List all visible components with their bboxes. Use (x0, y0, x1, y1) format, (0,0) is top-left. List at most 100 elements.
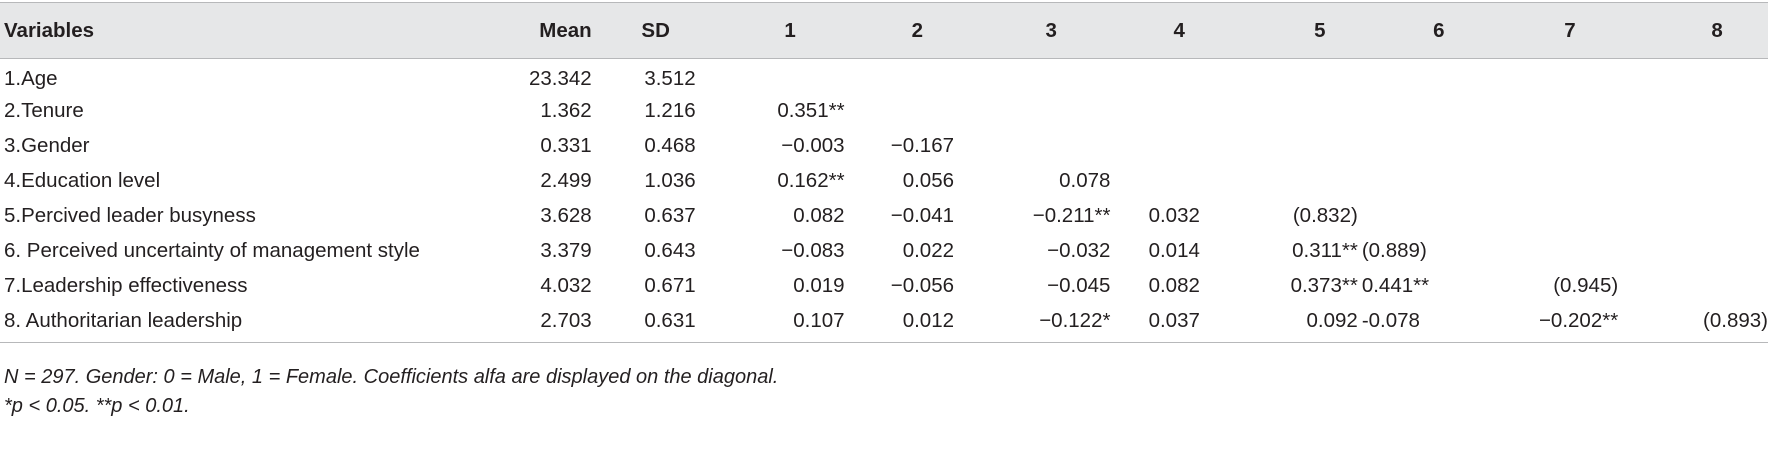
header-mean: Mean (494, 2, 616, 59)
correlation-table: Variables Mean SD 1 2 3 4 5 6 7 8 1.Age 2… (0, 2, 1768, 343)
cell-c8 (1638, 164, 1768, 199)
header-col-7: 7 (1489, 2, 1639, 59)
table-row: 4.Education level 2.499 1.036 0.162** 0.056 0… (0, 164, 1768, 199)
cell-c8 (1638, 129, 1768, 164)
cell-c4 (1110, 59, 1247, 94)
cell-sd: 0.468 (644, 134, 696, 157)
header-col-6: 6 (1357, 2, 1490, 59)
cell-c4: 0.032 (1148, 204, 1200, 227)
cell-mean: 3.628 (540, 204, 592, 227)
cell-c2: 0.056 (902, 169, 955, 192)
table-row: 3.Gender 0.331 0.468 −0.003 −0.167 (0, 129, 1768, 164)
cell-c2 (847, 94, 984, 129)
table-row: 5.Percived leader busyness 3.628 0.637 0.08… (0, 199, 1768, 234)
header-col-2: 2 (846, 2, 985, 59)
cell-c3 (984, 94, 1110, 129)
header-col-3: 3 (984, 2, 1111, 59)
cell-c5: 0.373** (1290, 274, 1358, 297)
cell-c4: 0.014 (1148, 239, 1200, 262)
cell-c3: −0.045 (1047, 274, 1111, 297)
cell-c1: 0.082 (793, 204, 845, 227)
cell-c1: 0.019 (793, 274, 845, 297)
header-col-8: 8 (1638, 2, 1768, 59)
cell-c1 (726, 59, 847, 94)
cell-variable: 3.Gender (4, 134, 90, 157)
cell-c7 (1490, 59, 1638, 94)
cell-c3: −0.211** (1032, 204, 1111, 227)
cell-c4 (1110, 129, 1247, 164)
cell-c4: 0.082 (1148, 274, 1200, 297)
cell-sd: 0.631 (615, 303, 726, 343)
cell-c6 (1358, 94, 1490, 129)
cell-mean: 1.362 (540, 99, 592, 122)
cell-c8 (1638, 94, 1768, 129)
cell-c3 (984, 129, 1110, 164)
table-note: N = 297. Gender: 0 = Male, 1 = Female. C… (4, 366, 779, 388)
cell-sd: 1.216 (644, 99, 696, 122)
cell-c4 (1110, 164, 1247, 199)
cell-c5 (1248, 59, 1358, 94)
header-variables: Variables (0, 2, 495, 59)
cell-c2: −0.167 (890, 134, 955, 157)
cell-c6 (1358, 59, 1490, 94)
cell-c7: (0.945) (1553, 274, 1619, 297)
cell-c6: (0.889) (1361, 239, 1427, 262)
cell-c4: 0.037 (1110, 303, 1248, 343)
cell-c8 (1638, 234, 1768, 269)
table-row: 8. Authoritarian leadership 2.703 0.631 0.1… (0, 303, 1768, 343)
cell-variable: 1.Age (4, 67, 58, 91)
cell-variable: 5.Percived leader busyness (4, 204, 256, 227)
cell-variable: 2.Tenure (4, 99, 84, 122)
cell-c5: 0.311** (1292, 239, 1358, 262)
header-sd: SD (615, 2, 726, 59)
cell-c7 (1490, 94, 1638, 129)
header-row: Variables Mean SD 1 2 3 4 5 6 7 8 (0, 2, 1768, 59)
cell-c1: 0.351** (777, 99, 845, 122)
cell-c2: 0.022 (902, 239, 955, 262)
cell-c6 (1358, 199, 1490, 234)
cell-c2: 0.012 (846, 303, 985, 343)
cell-c1: 0.162** (777, 169, 845, 192)
cell-variable: 4.Education level (4, 169, 161, 192)
cell-sd: 0.643 (644, 239, 696, 262)
cell-c8 (1638, 59, 1768, 94)
cell-sd: 3.512 (644, 67, 696, 91)
cell-c8 (1638, 269, 1768, 304)
cell-c4 (1110, 94, 1247, 129)
cell-variable: 6. Perceived uncertainty of management s… (4, 239, 420, 262)
cell-sd: 1.036 (644, 169, 696, 192)
cell-variable: 8. Authoritarian leadership (0, 303, 495, 343)
cell-c7 (1490, 199, 1638, 234)
cell-c2: −0.056 (890, 274, 955, 297)
cell-c5: (0.832) (1292, 204, 1358, 227)
header-col-1: 1 (725, 2, 847, 59)
cell-c6: -0.078 (1357, 303, 1490, 343)
table-row: 7.Leadership effectiveness 4.032 0.671 0.01… (0, 269, 1768, 304)
cell-variable: 7.Leadership effectiveness (4, 274, 248, 297)
table-body: 1.Age 23.342 3.512 2.Tenure 1.362 1.216 0.351*… (0, 59, 1768, 343)
cell-c7 (1490, 234, 1638, 269)
cell-mean: 23.342 (529, 67, 592, 91)
cell-mean: 2.703 (494, 303, 616, 343)
cell-c5 (1248, 94, 1358, 129)
cell-mean: 4.032 (540, 274, 592, 297)
table-row: 6. Perceived uncertainty of management s… (0, 234, 1768, 269)
cell-c1: −0.003 (781, 134, 845, 157)
cell-c8: (0.893) (1638, 303, 1768, 343)
cell-c6 (1358, 129, 1490, 164)
cell-c5 (1248, 164, 1358, 199)
cell-c5: 0.092 (1247, 303, 1358, 343)
cell-mean: 3.379 (540, 239, 592, 262)
cell-c5 (1248, 129, 1358, 164)
cell-c6: 0.441** (1361, 274, 1430, 297)
cell-c3: −0.032 (1047, 239, 1111, 262)
cell-mean: 2.499 (540, 169, 592, 192)
cell-mean: 0.331 (540, 134, 592, 157)
cell-c3: −0.122* (984, 303, 1111, 343)
cell-sd: 0.671 (644, 274, 696, 297)
cell-c6 (1358, 164, 1490, 199)
cell-c3: 0.078 (1059, 169, 1111, 192)
table-row: 2.Tenure 1.362 1.216 0.351** (0, 94, 1768, 129)
cell-c2: −0.041 (890, 204, 955, 227)
